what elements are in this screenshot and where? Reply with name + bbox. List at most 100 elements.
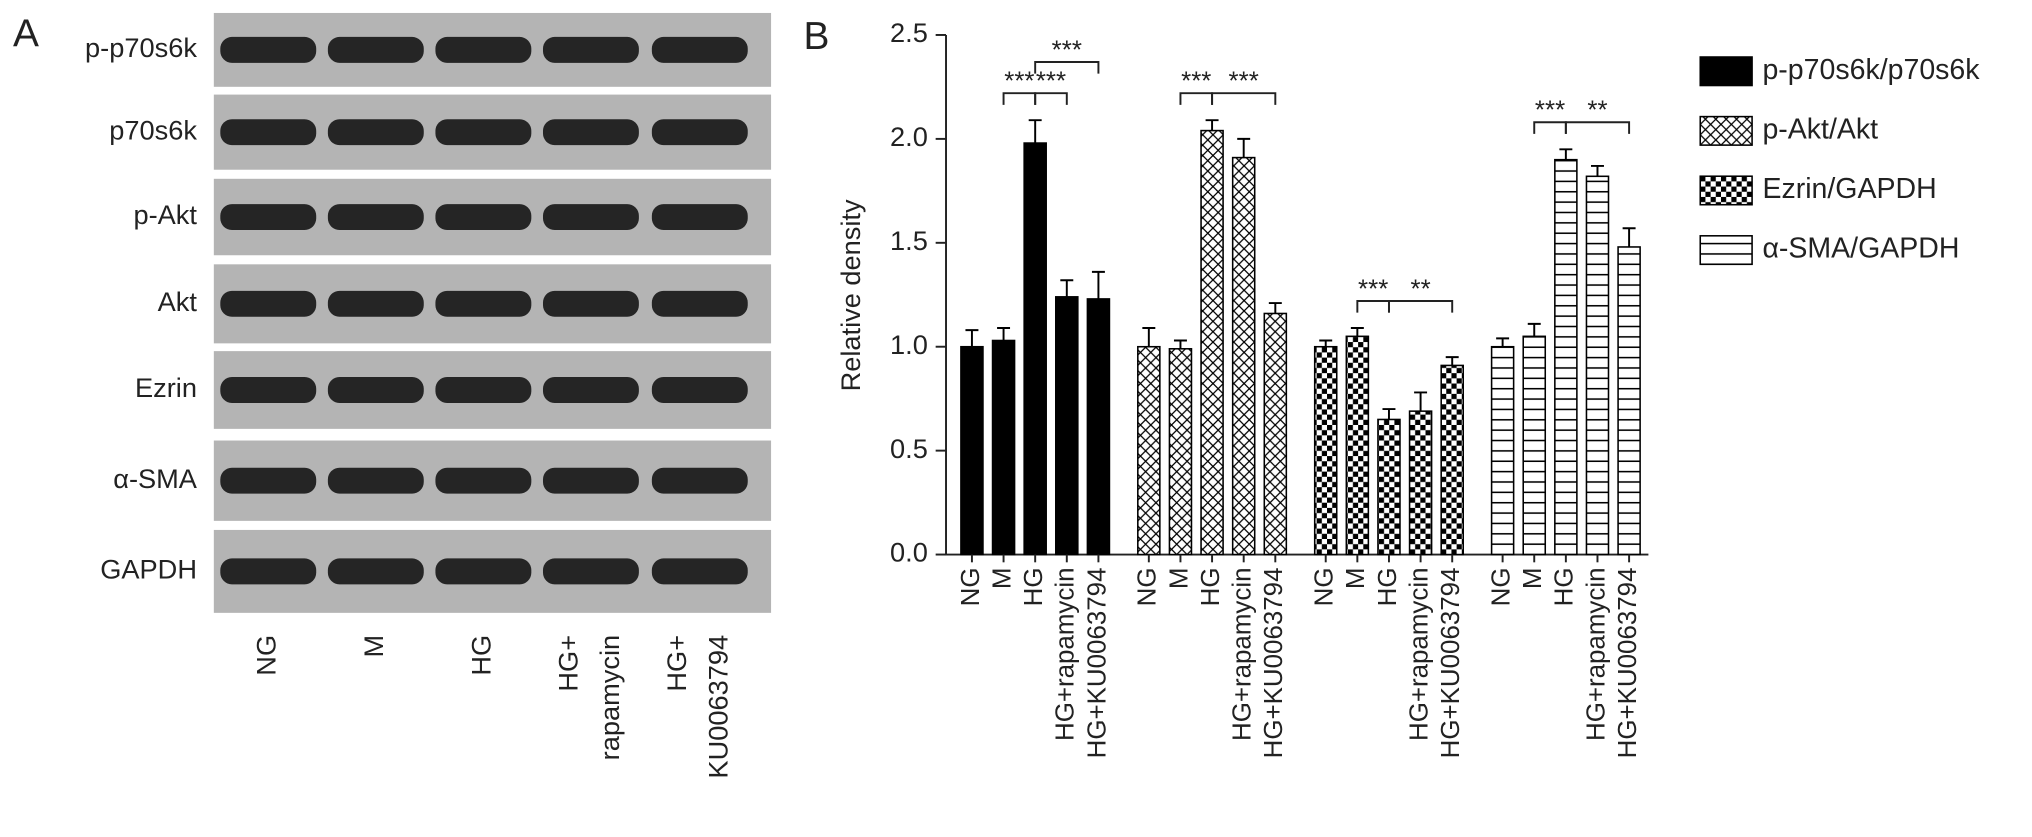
- blot-band: [220, 377, 317, 403]
- blot-band: [542, 290, 639, 317]
- blot-band: [651, 119, 748, 146]
- legend-swatch: [1699, 115, 1753, 146]
- bar: [1231, 156, 1256, 556]
- bar: [1522, 335, 1547, 556]
- x-tick-label: HG+rapamycin: [1405, 568, 1433, 741]
- error-bar: [1268, 302, 1282, 314]
- significance-bracket: [1211, 92, 1277, 105]
- error-bar: [1445, 356, 1459, 366]
- blot-band: [651, 558, 748, 585]
- error-bar: [1173, 339, 1187, 349]
- x-tick-label: HG+KU0063794: [1083, 568, 1111, 759]
- x-tick-label: HG+KU0063794: [1437, 568, 1465, 759]
- y-axis-label: Relative density: [835, 199, 866, 391]
- bar: [1137, 345, 1161, 556]
- bar: [1617, 246, 1641, 556]
- lane-label: HG: [466, 635, 497, 676]
- bar: [1408, 410, 1433, 556]
- blot-band: [327, 377, 424, 403]
- blot-band: [435, 558, 532, 585]
- bar: [1086, 298, 1111, 556]
- blot-band: [435, 204, 532, 230]
- x-tick-label: NG: [957, 568, 985, 607]
- y-tick-label: 2.5: [890, 17, 928, 48]
- bar: [1168, 348, 1193, 556]
- legend-label: p-p70s6k/p70s6k: [1762, 54, 1980, 86]
- blot-band: [220, 290, 317, 317]
- legend-label: Ezrin/GAPDH: [1762, 173, 1936, 205]
- blot-band: [220, 36, 317, 63]
- significance-bracket: [1034, 61, 1100, 74]
- x-tick-label: M: [1342, 568, 1370, 590]
- lane-label: NG: [250, 635, 281, 676]
- legend-swatch: [1699, 175, 1753, 206]
- blot-band: [220, 204, 317, 230]
- error-bar: [1350, 327, 1364, 337]
- bar: [960, 345, 984, 556]
- error-bar: [1527, 322, 1541, 337]
- x-tick-label: HG+rapamycin: [1229, 568, 1257, 741]
- blot-band: [327, 36, 424, 63]
- blot-band: [327, 290, 424, 317]
- bar: [1440, 364, 1464, 556]
- error-bar: [1559, 148, 1573, 160]
- x-tick-label: HG+rapamycin: [1052, 568, 1080, 741]
- bar: [1490, 345, 1515, 556]
- row-label: p70s6k: [109, 114, 197, 145]
- lane-label: HG+: [552, 635, 583, 692]
- significance-label: **: [1410, 275, 1430, 303]
- x-tick-label: HG: [1020, 568, 1048, 607]
- bar: [1263, 312, 1288, 556]
- x-tick-label: HG: [1374, 568, 1402, 607]
- bar: [1377, 418, 1401, 556]
- blot-band: [327, 204, 424, 230]
- blot-band: [435, 290, 532, 317]
- legend-label: p-Akt/Akt: [1762, 113, 1878, 145]
- error-bar: [965, 329, 979, 347]
- significance-label: ***: [1229, 68, 1259, 96]
- error-bar: [997, 327, 1011, 341]
- blot-band: [542, 36, 639, 63]
- bar: [1055, 296, 1079, 556]
- bar: [1313, 345, 1338, 556]
- significance-label: ***: [1535, 97, 1565, 125]
- error-bar: [1091, 270, 1105, 299]
- error-bar: [1319, 339, 1333, 347]
- blot-band: [651, 290, 748, 317]
- x-tick-label: M: [988, 568, 1016, 590]
- y-tick-label: 0.5: [890, 433, 928, 464]
- bar: [1554, 158, 1578, 556]
- blot-band: [435, 119, 532, 146]
- x-tick-label: NG: [1134, 568, 1162, 607]
- lane-label: rapamycin: [594, 635, 625, 760]
- error-bar: [1060, 279, 1074, 297]
- bar: [991, 339, 1016, 556]
- blot-band: [327, 558, 424, 585]
- bar: [1200, 129, 1224, 556]
- panel-label: B: [803, 15, 829, 58]
- lane-label: KU0063794: [703, 635, 734, 779]
- bar: [1345, 335, 1370, 556]
- bar: [1023, 142, 1047, 556]
- y-tick-label: 0.0: [890, 537, 928, 568]
- blot-band: [542, 377, 639, 403]
- blot-band: [651, 204, 748, 230]
- legend-swatch: [1699, 56, 1753, 87]
- blot-band: [327, 467, 424, 494]
- significance-label: ***: [1036, 68, 1066, 96]
- blot-band: [327, 119, 424, 146]
- row-label: p-Akt: [133, 199, 197, 230]
- blot-band: [542, 204, 639, 230]
- x-tick-label: HG+KU0063794: [1260, 568, 1288, 759]
- row-label: α-SMA: [113, 463, 198, 494]
- x-tick-label: HG: [1551, 568, 1579, 607]
- error-bar: [1237, 137, 1251, 158]
- significance-bracket: [1034, 92, 1068, 105]
- blot-band: [435, 36, 532, 63]
- x-tick-label: HG+KU0063794: [1614, 568, 1642, 759]
- significance-label: ***: [1004, 68, 1034, 96]
- significance-label: ***: [1181, 68, 1211, 96]
- legend-swatch: [1699, 235, 1753, 266]
- error-bar: [1205, 119, 1219, 131]
